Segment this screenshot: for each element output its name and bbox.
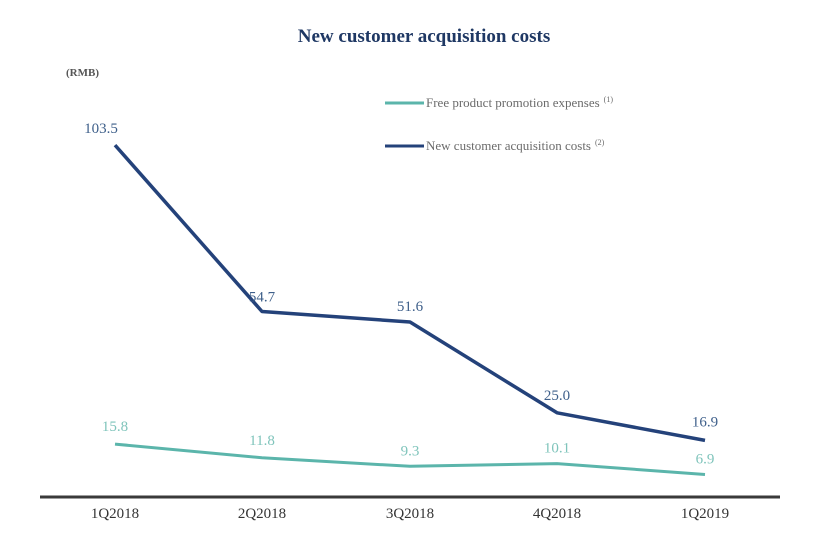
series-line-free-product-promotion bbox=[114, 442, 706, 476]
legend-item-new-customer-acquisition: New customer acquisition costs (2) bbox=[385, 138, 605, 153]
legend-label-free-product-promotion: Free product promotion expenses bbox=[426, 95, 600, 110]
x-tick-label-1q2019: 1Q2019 bbox=[681, 506, 729, 522]
data-labels-layer: 15.8 11.8 9.3 10.1 6.9 103.5 54.7 51.6 25.0 16.9 bbox=[84, 121, 718, 467]
x-tick-label-3q2018: 3Q2018 bbox=[386, 506, 434, 522]
data-label-free-product-1q2019: 6.9 bbox=[696, 451, 715, 467]
chart-title: New customer acquisition costs bbox=[298, 26, 550, 47]
legend-footnote-2: (2) bbox=[595, 138, 605, 147]
x-axis-ticks: 1Q2018 2Q2018 3Q2018 4Q2018 1Q2019 bbox=[91, 506, 729, 522]
svg-text:New customer acquisition costs: New customer acquisition costs (2) bbox=[426, 138, 605, 153]
legend-item-free-product-promotion: Free product promotion expenses (1) bbox=[385, 95, 613, 110]
data-label-free-product-4q2018: 10.1 bbox=[544, 441, 570, 457]
svg-text:Free product promotion expense: Free product promotion expenses (1) bbox=[426, 95, 613, 110]
series-layer bbox=[113, 143, 706, 476]
data-label-acquisition-4q2018: 25.0 bbox=[544, 388, 570, 404]
data-label-acquisition-1q2018: 103.5 bbox=[84, 121, 118, 137]
y-axis-unit-label: (RMB) bbox=[66, 67, 99, 79]
data-label-free-product-3q2018: 9.3 bbox=[401, 443, 420, 459]
legend: Free product promotion expenses (1) New c… bbox=[385, 95, 613, 153]
data-label-free-product-2q2018: 11.8 bbox=[249, 433, 275, 449]
legend-footnote-1: (1) bbox=[604, 95, 614, 104]
data-label-acquisition-2q2018: 54.7 bbox=[249, 289, 276, 305]
series-line-new-customer-acquisition bbox=[113, 143, 706, 443]
x-tick-label-2q2018: 2Q2018 bbox=[238, 506, 286, 522]
x-tick-label-4q2018: 4Q2018 bbox=[533, 506, 581, 522]
data-label-acquisition-1q2019: 16.9 bbox=[692, 414, 718, 430]
x-tick-label-1q2018: 1Q2018 bbox=[91, 506, 139, 522]
data-label-acquisition-3q2018: 51.6 bbox=[397, 299, 424, 315]
data-label-free-product-1q2018: 15.8 bbox=[102, 419, 128, 435]
legend-label-new-customer-acquisition: New customer acquisition costs bbox=[426, 138, 591, 153]
